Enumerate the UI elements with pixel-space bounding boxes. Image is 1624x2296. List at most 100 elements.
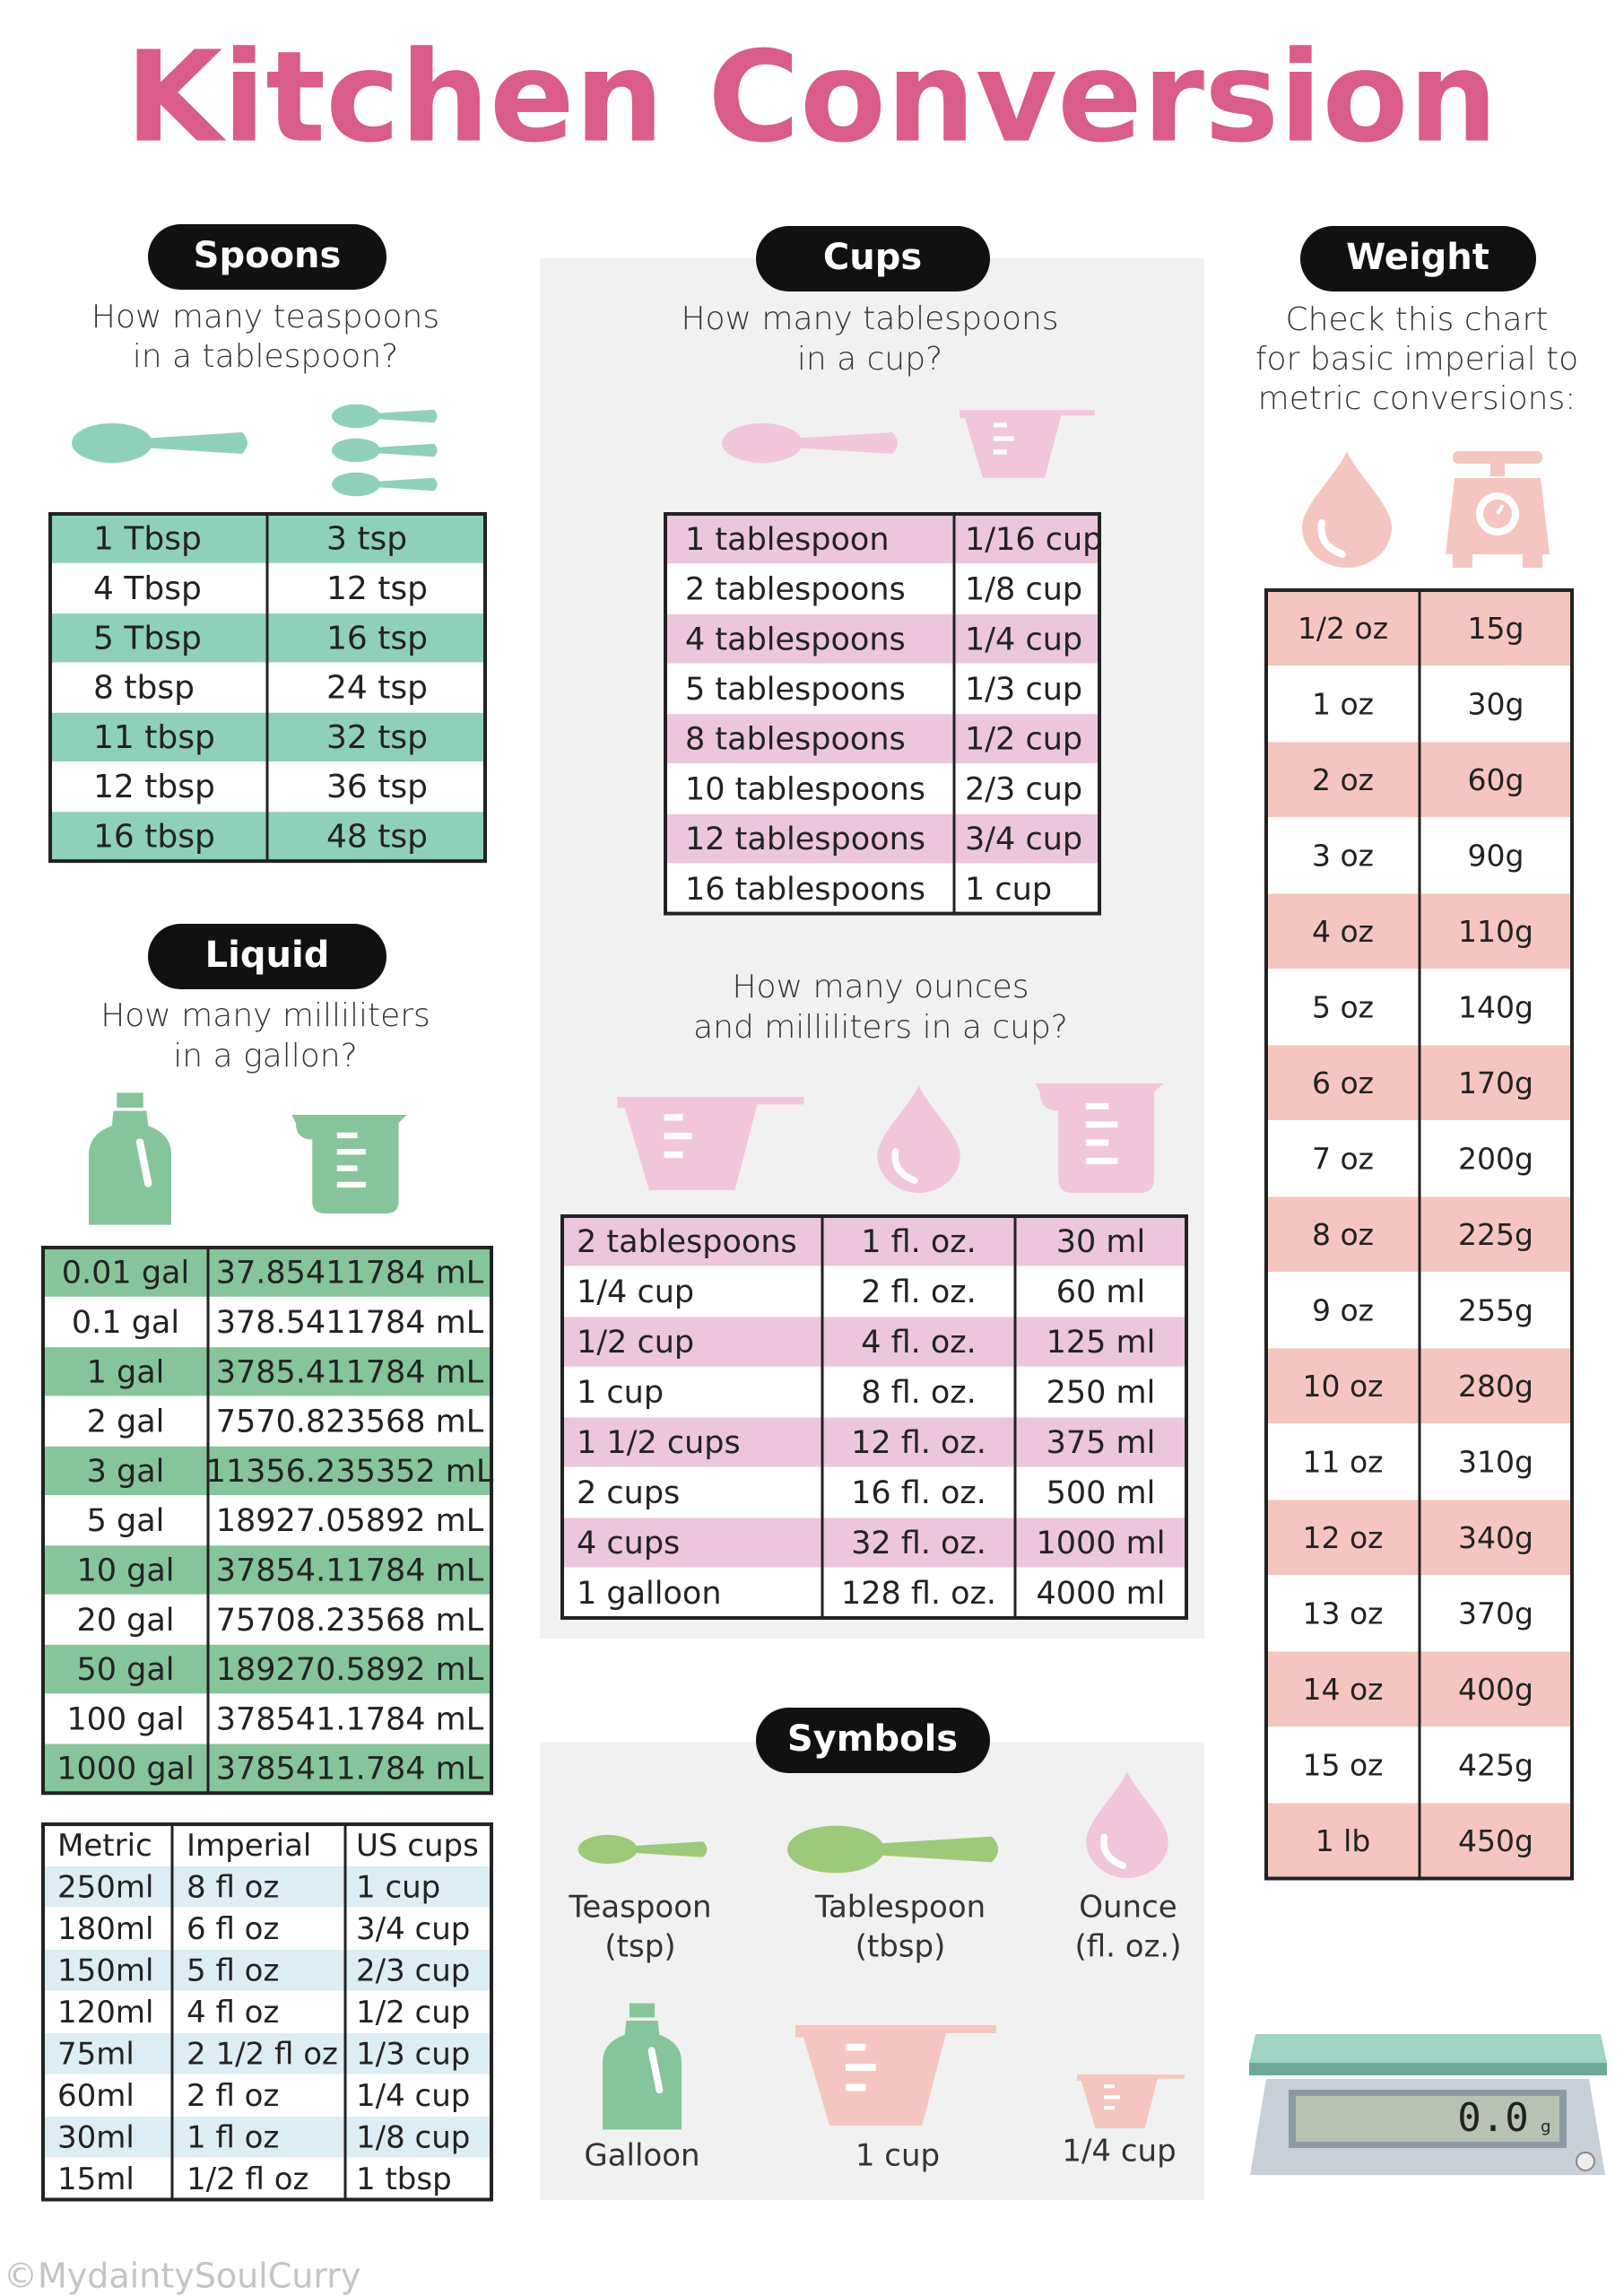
table-row [43, 1396, 491, 1447]
table-cell: 1 fl oz [187, 2119, 279, 2155]
table-border [41, 1822, 493, 2202]
table-row [43, 2032, 491, 2074]
table-cell: 15ml [57, 2161, 135, 2197]
question: in a tablespoon? [133, 338, 399, 375]
table-border [1264, 588, 1574, 1881]
table-cell: 3 gal [87, 1454, 165, 1490]
table-cell: 2/3 cup [965, 771, 1082, 807]
table-row [665, 713, 1099, 764]
table-cell: 310g [1458, 1444, 1533, 1479]
table-row [665, 763, 1099, 814]
table-cell: 1/4 cup [356, 2078, 470, 2114]
table-cell: 30g [1468, 686, 1524, 721]
table-row [43, 1991, 491, 2033]
table-cell: 5 gal [87, 1503, 165, 1539]
table-cell: 1/3 cup [965, 672, 1082, 708]
table-cell: 340g [1458, 1520, 1533, 1555]
table-cell: 1 cup [965, 872, 1052, 908]
table-cell: 140g [1458, 989, 1533, 1024]
table-cell: 250ml [57, 1869, 153, 1905]
table-cell: 37854.11784 mL [216, 1552, 484, 1588]
table-cell: 14 oz [1303, 1672, 1384, 1707]
table-cell: 1/3 cup [356, 2036, 470, 2072]
question: for basic imperial to [1255, 341, 1578, 378]
table-row [43, 1544, 491, 1596]
table-cell: 1 1/2 cups [577, 1425, 741, 1461]
table-cell: 1 oz [1312, 686, 1374, 721]
symbol-label: Ounce [1079, 1890, 1177, 1926]
metric-table: Metric Imperial US cups 250ml 8 fl oz 1 cup 18… [41, 1822, 493, 2202]
table-cell: 16 fl. oz. [851, 1475, 986, 1511]
table-cell: 8 oz [1312, 1217, 1374, 1252]
table-cell: 6 oz [1312, 1065, 1374, 1100]
table-cell: 9 oz [1312, 1292, 1374, 1327]
table-row [562, 1417, 1186, 1467]
table-cell: 0.01 gal [62, 1256, 189, 1292]
scale-display: 0.0 [1457, 2095, 1528, 2141]
table-cell: 12 oz [1303, 1520, 1384, 1555]
table-cell: 2/3 cup [356, 1952, 470, 1988]
table-cell: 2 gal [87, 1405, 165, 1440]
table-cell: 0.1 gal [72, 1305, 179, 1341]
table-cell: 16 tbsp [93, 818, 215, 855]
table-cell: 1 Tbsp [93, 521, 202, 558]
question: metric conversions: [1258, 380, 1576, 417]
table-cell: 20 gal [76, 1603, 174, 1639]
table-row [562, 1216, 1186, 1266]
table-cell: 12 tsp [326, 570, 428, 607]
table-cell: 3 tsp [326, 521, 407, 558]
table-cell: 11356.235352 mL [206, 1454, 494, 1490]
symbol-label: 1/4 cup [1062, 2134, 1176, 2170]
table-cell: 90g [1468, 838, 1524, 873]
spoon-icon [72, 423, 248, 463]
table-cell: US cups [356, 1828, 479, 1864]
table-row [43, 1595, 491, 1645]
table-cell: 2 cups [577, 1475, 680, 1511]
table-cell: 75ml [57, 2036, 135, 2072]
table-cell: 2 fl. oz. [861, 1274, 977, 1310]
table-cell: 2 oz [1312, 762, 1374, 797]
table-row [43, 2158, 491, 2200]
table-cell: 125 ml [1046, 1325, 1156, 1361]
table-row [665, 863, 1099, 914]
table-row [43, 1949, 491, 1991]
table-row [43, 1693, 491, 1744]
table-cell: 48 tsp [326, 818, 428, 855]
table-cell: 375 ml [1046, 1425, 1156, 1461]
question: How many tablespoons [681, 300, 1058, 337]
table-cell: 450g [1458, 1823, 1533, 1858]
table-cell: 3/4 cup [965, 822, 1082, 857]
table-cell: 11 tbsp [93, 719, 215, 756]
symbols-heading: Symbols [756, 1708, 990, 1773]
symbol-label: Tablespoon [814, 1890, 986, 1926]
table-cell: 1 gal [87, 1354, 165, 1390]
table-cell: 32 fl. oz. [851, 1526, 986, 1561]
table-cell: 2 1/2 fl oz [187, 2036, 338, 2072]
table-cell: 8 fl. oz. [861, 1375, 977, 1411]
table-cell: 400g [1458, 1672, 1533, 1707]
table-row [665, 514, 1099, 564]
table-cell: 4 tablespoons [685, 622, 906, 657]
question: in a gallon? [173, 1038, 357, 1074]
table-cell: 378.5411784 mL [216, 1305, 484, 1341]
table-cell: 15g [1468, 611, 1524, 646]
table-row [43, 1866, 491, 1908]
cups-table: 1 tablespoon 1/16 cup 2 tablespoons 1/8 cup… [664, 512, 1102, 916]
symbol-label: (tsp) [604, 1929, 675, 1965]
table-cell: 10 tablespoons [685, 771, 925, 807]
table-cell: 5 fl oz [187, 1952, 279, 1988]
symbol-label: (fl. oz.) [1074, 1929, 1181, 1965]
table-cell: 150ml [57, 1952, 153, 1988]
question: How many ounces [732, 969, 1029, 1005]
symbol-label: 1 cup [855, 2138, 940, 2174]
pitcher-icon [291, 1115, 406, 1213]
table-cell: 12 fl. oz. [851, 1425, 986, 1461]
table-cell: 16 tsp [326, 620, 428, 657]
table-cell: 3785.411784 mL [216, 1354, 484, 1390]
heading-text: Spoons [194, 235, 342, 276]
table-cell: 4 fl oz [187, 1995, 279, 2031]
table-border [560, 1214, 1188, 1620]
question: How many milliliters [100, 997, 430, 1034]
table-cell: 6 fl oz [187, 1911, 279, 1947]
